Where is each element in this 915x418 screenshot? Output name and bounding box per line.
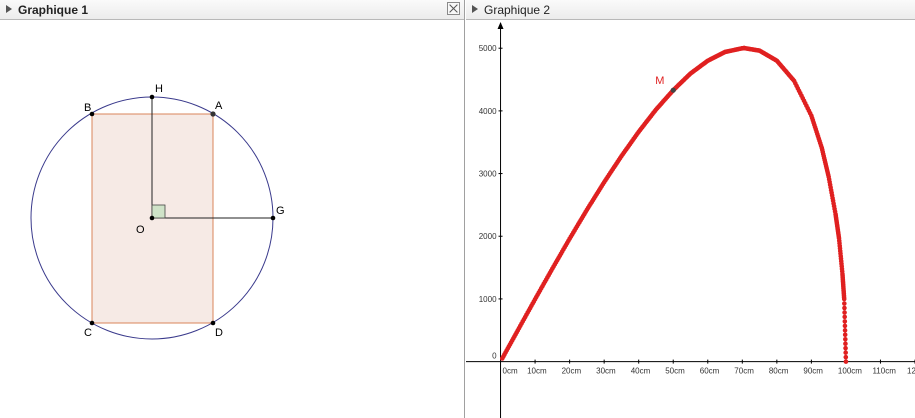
collapse-triangle-icon[interactable]: [6, 5, 12, 13]
label-a: A: [215, 100, 223, 112]
x-tick-label: 60cm: [700, 367, 720, 376]
point-h[interactable]: [149, 94, 155, 100]
y-tick-label: 2000: [479, 232, 497, 241]
x-tick-label: 80cm: [769, 367, 789, 376]
curve-point: [842, 310, 847, 315]
collapse-triangle-icon[interactable]: [472, 5, 478, 13]
graphique-2-panel: Graphique 2 0cm 10cm 20cm 30cm 40cm 50cm 60cm 7…: [466, 0, 915, 418]
x-tick-label: 90cm: [803, 367, 823, 376]
point-b[interactable]: [89, 111, 95, 117]
curve-point: [841, 296, 847, 302]
x-tick-label: 100cm: [838, 367, 862, 376]
geometry-canvas[interactable]: H A B O G C D: [0, 20, 465, 418]
y-tick-label: 3000: [479, 170, 497, 179]
curve-point: [843, 350, 848, 355]
point-m-label: M: [655, 75, 664, 87]
x-tick-label: 0cm: [503, 367, 518, 376]
label-d: D: [215, 327, 223, 339]
curve-points: [499, 45, 849, 364]
point-a[interactable]: [210, 111, 216, 117]
graphique-1-titlebar: Graphique 1: [0, 0, 464, 20]
curve-point: [842, 323, 848, 329]
graphique-1-panel: Graphique 1 H A B O G C D: [0, 0, 465, 418]
label-b: B: [84, 102, 91, 114]
curve-point: [842, 301, 847, 306]
curve-point: [843, 336, 848, 342]
curve-point: [842, 305, 847, 311]
curve-point: [843, 359, 849, 364]
y-tick-label: 1000: [479, 295, 497, 304]
curve-point: [842, 314, 847, 320]
label-h: H: [155, 83, 163, 95]
x-tick-label: 50cm: [665, 367, 685, 376]
graphique-2-title: Graphique 2: [484, 3, 551, 17]
x-tick-label: 30cm: [596, 367, 616, 376]
x-tick-label: 40cm: [631, 367, 651, 376]
x-tick-label: 110cm: [872, 367, 896, 376]
x-tick-label: 10cm: [527, 367, 547, 376]
x-tick-label: 70cm: [734, 367, 754, 376]
point-g[interactable]: [270, 215, 276, 221]
x-tick-label: 12: [907, 367, 915, 376]
graphique-1-title: Graphique 1: [18, 3, 89, 17]
label-c: C: [84, 327, 92, 339]
curve-point: [843, 341, 848, 347]
label-g: G: [276, 205, 285, 217]
point-c[interactable]: [89, 320, 95, 326]
close-icon[interactable]: [447, 2, 460, 15]
point-o[interactable]: [149, 215, 155, 221]
y-tick-label: 5000: [479, 44, 497, 53]
y-tick-label: 0: [492, 352, 497, 361]
curve-point: [842, 319, 848, 324]
curve-point: [843, 354, 849, 360]
y-tick-label: 4000: [479, 107, 497, 116]
tick-marks: 0cm 10cm 20cm 30cm 40cm 50cm 60cm 70cm 80cm 90cm 1…: [479, 44, 915, 376]
curve-point: [842, 332, 848, 338]
graphique-2-titlebar: Graphique 2: [466, 0, 915, 20]
y-axis-arrow: [497, 22, 504, 29]
right-angle-marker: [151, 204, 166, 219]
point-d[interactable]: [210, 320, 216, 326]
function-chart[interactable]: 0cm 10cm 20cm 30cm 40cm 50cm 60cm 70cm 80cm 90cm 1…: [466, 20, 915, 418]
curve-point: [842, 328, 848, 333]
label-o: O: [136, 224, 145, 236]
x-tick-label: 20cm: [562, 367, 582, 376]
point-m[interactable]: [670, 87, 676, 93]
curve-point: [843, 345, 848, 351]
